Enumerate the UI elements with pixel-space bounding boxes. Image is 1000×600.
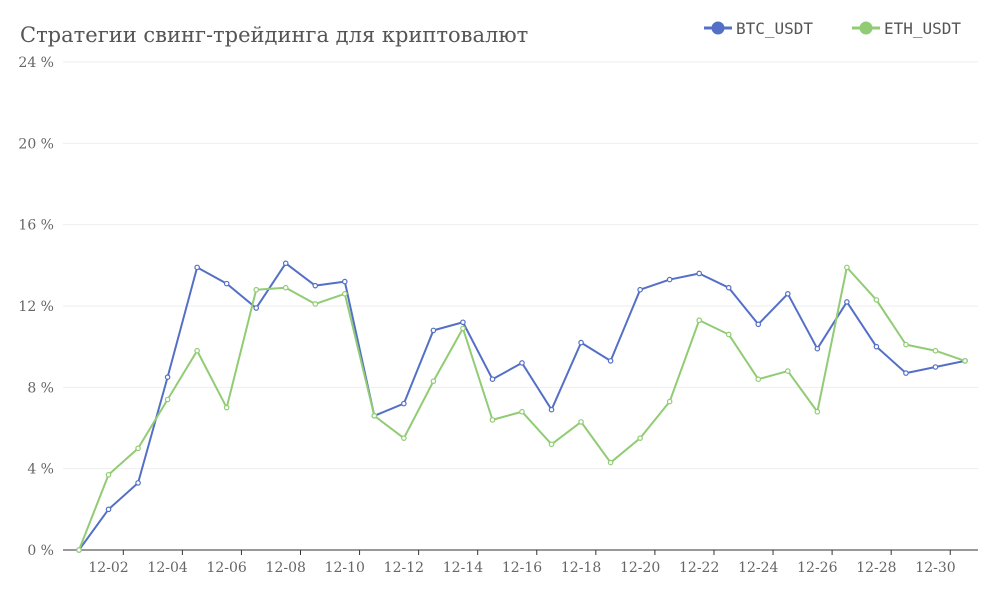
x-tick-label: 12-20 bbox=[620, 560, 660, 576]
data-point[interactable] bbox=[194, 347, 200, 354]
data-point[interactable] bbox=[164, 374, 171, 380]
x-tick-label: 12-18 bbox=[561, 560, 601, 576]
data-point[interactable] bbox=[164, 396, 171, 403]
data-point[interactable] bbox=[105, 471, 112, 478]
legend-item-eth-usdt[interactable]: ETH_USDT bbox=[852, 19, 961, 38]
x-tick-label: 12-28 bbox=[856, 560, 896, 576]
y-tick-label: 24 % bbox=[18, 55, 54, 71]
legend[interactable]: BTC_USDT ETH_USDT bbox=[704, 19, 961, 38]
data-point[interactable] bbox=[844, 299, 850, 305]
data-point[interactable] bbox=[430, 327, 437, 334]
data-point[interactable] bbox=[903, 370, 909, 376]
data-point[interactable] bbox=[460, 325, 466, 332]
x-tick-label: 12-30 bbox=[915, 560, 955, 576]
data-point[interactable] bbox=[253, 286, 260, 293]
legend-marker-icon bbox=[711, 21, 725, 35]
x-tick-label: 12-14 bbox=[443, 560, 483, 576]
series-layer bbox=[76, 260, 968, 553]
x-tick-label: 12-10 bbox=[325, 560, 365, 576]
data-point[interactable] bbox=[430, 378, 437, 385]
data-point[interactable] bbox=[784, 290, 791, 297]
axis-layer: 0 % 4 % 8 % 12 % 16 % 20 % 24 % 12-02 12-04 12-06… bbox=[18, 55, 978, 576]
data-point[interactable] bbox=[814, 345, 821, 352]
data-point[interactable] bbox=[932, 364, 939, 370]
x-tick-label: 12-12 bbox=[384, 560, 424, 576]
data-point[interactable] bbox=[341, 290, 348, 297]
data-point[interactable] bbox=[903, 341, 909, 348]
data-point[interactable] bbox=[873, 343, 880, 350]
y-tick-label: 12 % bbox=[18, 299, 54, 315]
x-tick-label: 12-08 bbox=[266, 560, 306, 576]
data-point[interactable] bbox=[696, 270, 703, 277]
legend-label: ETH_USDT bbox=[884, 19, 961, 38]
data-point[interactable] bbox=[253, 305, 260, 311]
data-point[interactable] bbox=[282, 260, 289, 267]
data-point[interactable] bbox=[401, 435, 407, 441]
data-point[interactable] bbox=[814, 408, 821, 415]
chart-title: Стратегии свинг-трейдинга для криптовалю… bbox=[20, 23, 528, 47]
data-point[interactable] bbox=[637, 286, 643, 293]
data-point[interactable] bbox=[519, 360, 525, 366]
y-tick-label: 16 % bbox=[18, 218, 54, 234]
legend-marker-icon bbox=[859, 21, 873, 35]
data-point[interactable] bbox=[401, 400, 407, 407]
data-point[interactable] bbox=[755, 376, 762, 383]
legend-item-btc-usdt[interactable]: BTC_USDT bbox=[704, 19, 813, 38]
data-point[interactable] bbox=[725, 284, 732, 291]
data-point[interactable] bbox=[844, 264, 850, 271]
data-point[interactable] bbox=[489, 417, 496, 423]
x-tick-label: 12-22 bbox=[679, 560, 719, 576]
data-point[interactable] bbox=[637, 435, 643, 441]
y-tick-label: 0 % bbox=[27, 543, 54, 559]
data-point[interactable] bbox=[666, 276, 673, 283]
data-point[interactable] bbox=[607, 459, 614, 466]
data-point[interactable] bbox=[223, 404, 230, 411]
data-point[interactable] bbox=[578, 339, 584, 346]
legend-label: BTC_USDT bbox=[736, 19, 813, 38]
data-point[interactable] bbox=[194, 264, 200, 271]
data-point[interactable] bbox=[341, 278, 348, 285]
data-point[interactable] bbox=[962, 358, 968, 364]
data-point[interactable] bbox=[607, 358, 614, 364]
data-point[interactable] bbox=[312, 282, 319, 289]
data-point[interactable] bbox=[460, 319, 466, 326]
x-tick-label: 12-26 bbox=[797, 560, 837, 576]
data-point[interactable] bbox=[696, 317, 703, 324]
data-point[interactable] bbox=[76, 547, 82, 553]
data-point[interactable] bbox=[519, 408, 525, 415]
y-tick-label: 4 % bbox=[27, 462, 54, 478]
data-point[interactable] bbox=[784, 368, 791, 374]
data-point[interactable] bbox=[371, 412, 378, 419]
data-point[interactable] bbox=[932, 347, 939, 354]
data-point[interactable] bbox=[135, 480, 141, 486]
y-tick-label: 8 % bbox=[27, 380, 54, 396]
data-point[interactable] bbox=[666, 398, 673, 405]
data-point[interactable] bbox=[873, 297, 880, 303]
data-point[interactable] bbox=[755, 321, 762, 328]
x-tick-label: 12-02 bbox=[88, 560, 128, 576]
data-point[interactable] bbox=[282, 284, 289, 291]
data-point[interactable] bbox=[548, 441, 555, 448]
x-tick-label: 12-06 bbox=[206, 560, 246, 576]
x-tick-label: 12-04 bbox=[147, 560, 187, 576]
data-point[interactable] bbox=[135, 445, 141, 452]
data-point[interactable] bbox=[312, 301, 319, 307]
grid-layer bbox=[63, 61, 978, 470]
data-point[interactable] bbox=[548, 406, 555, 413]
series-line-eth-usdt bbox=[78, 266, 966, 551]
y-tick-label: 20 % bbox=[18, 136, 54, 152]
x-tick-label: 12-24 bbox=[738, 560, 778, 576]
data-point[interactable] bbox=[725, 331, 732, 338]
data-point[interactable] bbox=[105, 506, 112, 513]
data-point[interactable] bbox=[223, 280, 230, 287]
data-point[interactable] bbox=[489, 376, 496, 383]
data-point[interactable] bbox=[578, 419, 584, 425]
x-tick-label: 12-16 bbox=[502, 560, 542, 576]
